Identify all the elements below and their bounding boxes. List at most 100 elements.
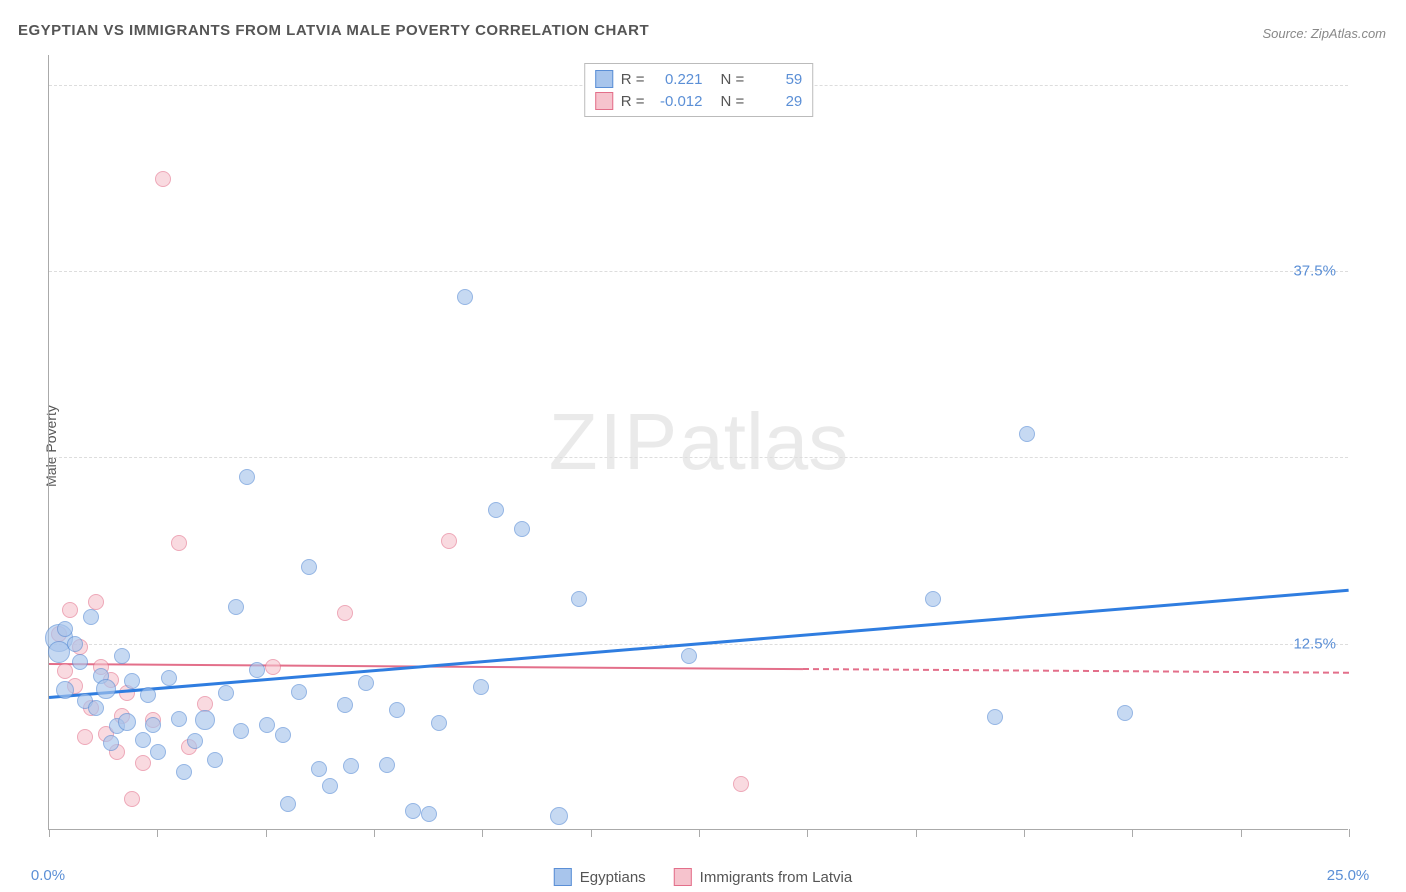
scatter-point (114, 648, 130, 664)
scatter-point (337, 605, 353, 621)
scatter-point (389, 702, 405, 718)
scatter-point (249, 662, 265, 678)
watermark-atlas: atlas (679, 397, 848, 486)
scatter-point (124, 673, 140, 689)
scatter-point (145, 717, 161, 733)
legend-series-label: Egyptians (580, 869, 646, 886)
legend-swatch (674, 868, 692, 886)
scatter-point (550, 807, 568, 825)
x-tick (374, 829, 375, 837)
x-tick (482, 829, 483, 837)
x-tick (1024, 829, 1025, 837)
legend-swatch (595, 92, 613, 110)
watermark-zip: ZIP (549, 397, 679, 486)
scatter-point (124, 791, 140, 807)
scatter-point (83, 609, 99, 625)
scatter-point (421, 806, 437, 822)
scatter-point (57, 621, 73, 637)
x-tick (1349, 829, 1350, 837)
scatter-point (925, 591, 941, 607)
legend-n-label: N = (721, 71, 745, 88)
source-attribution: Source: ZipAtlas.com (1262, 26, 1386, 41)
scatter-point (88, 700, 104, 716)
scatter-point (150, 744, 166, 760)
legend-n-value: 59 (752, 71, 802, 88)
scatter-point (571, 591, 587, 607)
scatter-point (135, 732, 151, 748)
watermark: ZIPatlas (549, 396, 848, 488)
x-tick-label: 25.0% (1327, 867, 1370, 884)
scatter-point (405, 803, 421, 819)
scatter-point (140, 687, 156, 703)
scatter-point (259, 717, 275, 733)
scatter-point (358, 675, 374, 691)
x-tick (1132, 829, 1133, 837)
scatter-point (171, 711, 187, 727)
legend-n-value: 29 (752, 93, 802, 110)
scatter-point (1019, 426, 1035, 442)
scatter-point (77, 729, 93, 745)
scatter-point (239, 469, 255, 485)
scatter-point (337, 697, 353, 713)
scatter-point (187, 733, 203, 749)
scatter-point (514, 521, 530, 537)
scatter-point (135, 755, 151, 771)
scatter-point (195, 710, 215, 730)
scatter-point (103, 735, 119, 751)
scatter-point (228, 599, 244, 615)
legend-series-item: Immigrants from Latvia (674, 868, 853, 886)
y-tick-label: 12.5% (1293, 635, 1336, 652)
scatter-point (457, 289, 473, 305)
x-tick (916, 829, 917, 837)
legend-correlation-row: R =-0.012N =29 (595, 90, 803, 112)
scatter-point (207, 752, 223, 768)
x-tick (49, 829, 50, 837)
scatter-point (280, 796, 296, 812)
scatter-point (96, 679, 116, 699)
scatter-point (155, 171, 171, 187)
scatter-point (57, 663, 73, 679)
scatter-point (118, 713, 136, 731)
scatter-point (171, 535, 187, 551)
scatter-point (161, 670, 177, 686)
scatter-point (301, 559, 317, 575)
legend-r-label: R = (621, 71, 645, 88)
scatter-point (379, 757, 395, 773)
scatter-point (431, 715, 447, 731)
x-tick (591, 829, 592, 837)
scatter-point (681, 648, 697, 664)
scatter-point (67, 636, 83, 652)
scatter-point (441, 533, 457, 549)
legend-series-item: Egyptians (554, 868, 646, 886)
scatter-point (291, 684, 307, 700)
scatter-point (265, 659, 281, 675)
legend-swatch (595, 70, 613, 88)
legend-r-value: 0.221 (653, 71, 703, 88)
gridline-h (49, 457, 1348, 458)
legend-correlation-row: R = 0.221 N = 59 (595, 68, 803, 90)
legend-series-label: Immigrants from Latvia (700, 869, 853, 886)
scatter-point (733, 776, 749, 792)
correlation-legend: R = 0.221 N = 59 R =-0.012N =29 (584, 63, 814, 117)
legend-r-value: -0.012 (653, 93, 703, 110)
y-tick-label: 37.5% (1293, 263, 1336, 280)
x-tick (807, 829, 808, 837)
scatter-point (473, 679, 489, 695)
gridline-h (49, 271, 1348, 272)
scatter-point (275, 727, 291, 743)
scatter-point (311, 761, 327, 777)
scatter-point (88, 594, 104, 610)
scatter-point (233, 723, 249, 739)
legend-swatch (554, 868, 572, 886)
scatter-point (56, 681, 74, 699)
plot-area: ZIPatlas R = 0.221 N = 59 R =-0.012N =29 12.… (48, 55, 1348, 830)
scatter-point (987, 709, 1003, 725)
scatter-point (72, 654, 88, 670)
scatter-point (176, 764, 192, 780)
x-tick (157, 829, 158, 837)
scatter-point (343, 758, 359, 774)
trend-line-dashed (803, 668, 1349, 674)
x-tick (1241, 829, 1242, 837)
chart-container: EGYPTIAN VS IMMIGRANTS FROM LATVIA MALE … (0, 0, 1406, 892)
series-legend: Egyptians Immigrants from Latvia (554, 868, 852, 886)
